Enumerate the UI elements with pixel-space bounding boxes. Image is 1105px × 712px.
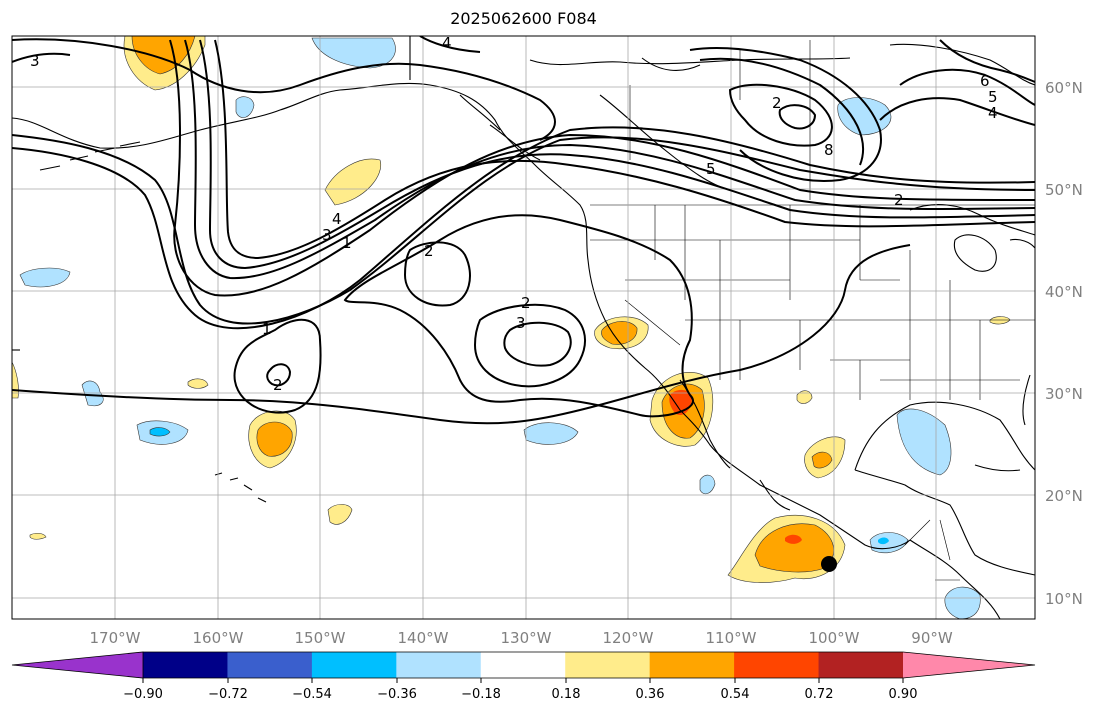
lat-label: 10°N xyxy=(1045,590,1083,608)
colorbar-label: 0.36 xyxy=(636,687,665,702)
colorbar-label: 0.18 xyxy=(552,687,581,702)
colorbar-label: −0.36 xyxy=(377,687,417,702)
contour-label: 8 xyxy=(824,141,834,159)
longitude-labels: 170°W 160°W 150°W 140°W 130°W 120°W 110°… xyxy=(90,629,953,647)
gridlines xyxy=(12,36,1035,619)
colorbar: −0.90 −0.72 −0.54 −0.36 −0.18 0.18 0.36 … xyxy=(11,651,1036,702)
map-frame xyxy=(11,35,1036,620)
contour-label-group: 4 3 6 2 5 4 8 5 2 3 4 1 2 2 3 1 2 xyxy=(30,34,998,394)
lon-label: 130°W xyxy=(501,629,552,647)
lon-label: 140°W xyxy=(398,629,449,647)
lon-label: 90°W xyxy=(911,629,953,647)
anomaly-shading xyxy=(12,36,1011,619)
lon-label: 150°W xyxy=(295,629,346,647)
lon-label: 110°W xyxy=(706,629,757,647)
contour-label: 3 xyxy=(30,52,40,70)
contour-label: 5 xyxy=(988,88,998,106)
contour-label: 1 xyxy=(342,234,352,252)
state-borders xyxy=(590,40,1035,581)
colorbar-swatch xyxy=(396,652,482,678)
map-title: 2025062600 F084 xyxy=(450,9,597,28)
lon-label: 160°W xyxy=(193,629,244,647)
lon-label: 100°W xyxy=(809,629,860,647)
contour-label: 2 xyxy=(521,294,531,312)
colorbar-swatch xyxy=(227,652,313,678)
lat-label: 50°N xyxy=(1045,181,1083,199)
colorbar-label: 0.90 xyxy=(889,687,918,702)
colorbar-label: 0.54 xyxy=(721,687,750,702)
lat-label: 30°N xyxy=(1045,385,1083,403)
colorbar-segments xyxy=(12,652,1035,678)
colorbar-swatch xyxy=(311,652,397,678)
colorbar-tick-marks xyxy=(142,678,904,683)
contour-lines xyxy=(12,36,1035,425)
colorbar-swatch xyxy=(480,652,566,678)
colorbar-swatch xyxy=(143,652,228,678)
coastlines xyxy=(12,36,1035,619)
colorbar-label: −0.72 xyxy=(208,687,248,702)
contour-label: 3 xyxy=(322,226,332,244)
colorbar-tick-labels: −0.90 −0.72 −0.54 −0.36 −0.18 0.18 0.36 … xyxy=(123,687,917,702)
lat-label: 40°N xyxy=(1045,283,1083,301)
colorbar-swatch xyxy=(818,652,904,678)
contour-label: 4 xyxy=(442,34,452,52)
colorbar-label: −0.90 xyxy=(123,687,163,702)
contour-label: 3 xyxy=(516,314,526,332)
colorbar-swatch xyxy=(734,652,820,678)
contour-label: 5 xyxy=(706,160,716,178)
location-marker xyxy=(821,556,837,572)
colorbar-label: −0.54 xyxy=(292,687,332,702)
contour-label: 2 xyxy=(894,191,904,209)
lat-label: 60°N xyxy=(1045,79,1083,97)
lat-label: 20°N xyxy=(1045,487,1083,505)
colorbar-swatch xyxy=(649,652,735,678)
colorbar-label: 0.72 xyxy=(805,687,834,702)
colorbar-swatch xyxy=(903,652,1035,678)
contour-label: 2 xyxy=(273,376,283,394)
latitude-labels: 60°N 50°N 40°N 30°N 20°N 10°N xyxy=(1045,79,1083,608)
contour-label: 1 xyxy=(262,320,272,338)
colorbar-swatch xyxy=(565,652,651,678)
contour-label: 4 xyxy=(988,104,998,122)
contour-label: 4 xyxy=(332,210,342,228)
map-content: 4 3 6 2 5 4 8 5 2 3 4 1 2 2 3 1 2 xyxy=(12,34,1035,619)
lon-label: 170°W xyxy=(90,629,141,647)
contour-label: 2 xyxy=(424,242,434,260)
contour-label: 2 xyxy=(772,94,782,112)
lon-label: 120°W xyxy=(603,629,654,647)
colorbar-label: −0.18 xyxy=(461,687,501,702)
colorbar-swatch xyxy=(12,652,143,678)
contour-label: 6 xyxy=(980,72,990,90)
